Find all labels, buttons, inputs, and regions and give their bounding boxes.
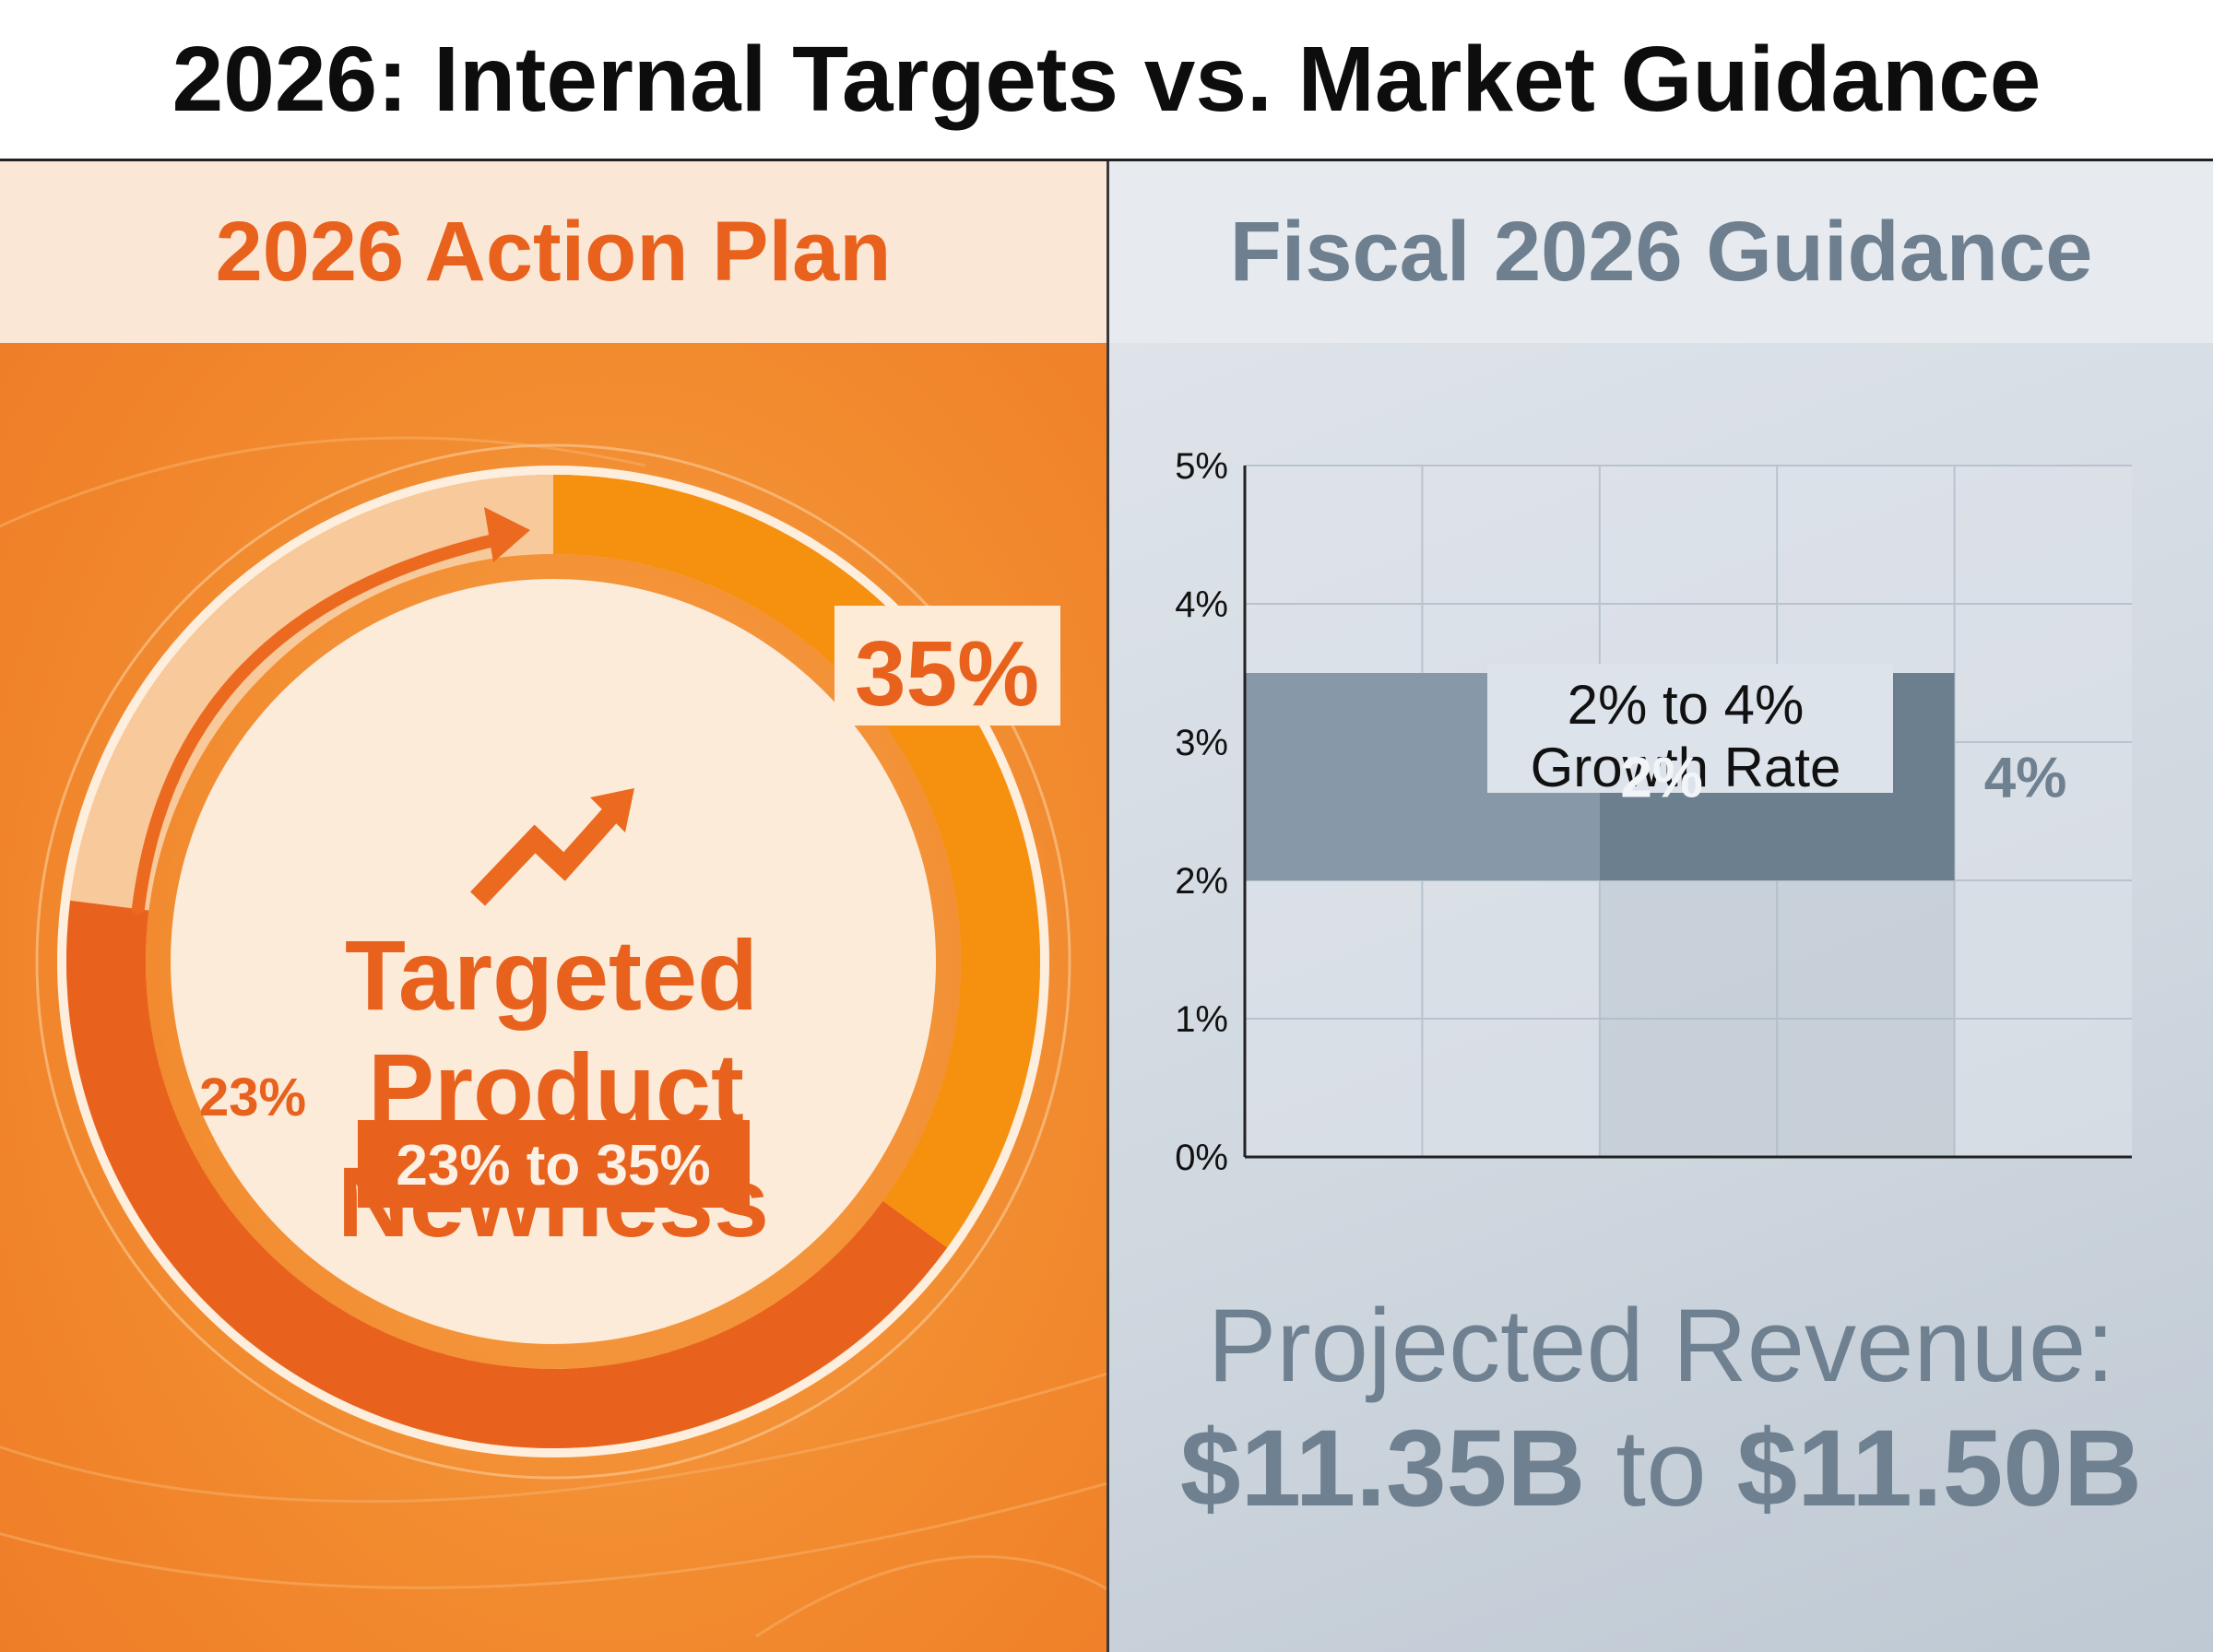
action-plan-heading: 2026 Action Plan: [215, 205, 892, 299]
trend-up-icon: [470, 788, 634, 906]
callout-35-box: [834, 606, 1060, 726]
y-tick-label: 5%: [1175, 446, 1228, 487]
y-tick-label: 0%: [1175, 1138, 1228, 1178]
curved-arrow-icon: [132, 533, 504, 914]
action-plan-header: 2026 Action Plan: [0, 161, 1106, 343]
revenue-high: $11.50B: [1736, 1408, 2143, 1529]
y-tick-labels: 0% 1% 2% 3% 4% 5%: [1175, 446, 1228, 1178]
growth-rate-chart: 0% 1% 2% 3% 4% 5% 2% to 4% Growth Rate 2% 4%: [1175, 446, 2132, 1178]
center-label-line-1: Targeted: [345, 919, 758, 1031]
y-tick-label: 1%: [1175, 999, 1228, 1040]
range-badge-box: [358, 1120, 750, 1208]
title-bar: 2026: Internal Targets vs. Market Guidan…: [0, 0, 2213, 161]
y-tick-label: 2%: [1175, 861, 1228, 902]
annotation-line-2: Growth Rate: [1531, 737, 1841, 798]
donut-faint-ring: [35, 443, 1071, 1480]
band-high-label: 4%: [1984, 747, 2067, 810]
revenue-low: $11.35B: [1179, 1408, 1586, 1529]
growth-band-shadow: [1599, 880, 1955, 1157]
guidance-header: Fiscal 2026 Guidance: [1109, 161, 2213, 343]
donut-outer-ring: [57, 466, 1049, 1457]
y-tick-label: 4%: [1175, 584, 1228, 625]
band-low-label: 2%: [1620, 747, 1703, 810]
callout-35-label: 35%: [855, 622, 1039, 726]
panel-divider: [1106, 161, 1109, 1652]
revenue-range: $11.35B to $11.50B: [1109, 1406, 2213, 1531]
annotation-backdrop: [1487, 664, 1893, 793]
revenue-to: to: [1615, 1408, 1707, 1529]
background-swirls: [0, 436, 1106, 1638]
annotation-line-1: 2% to 4%: [1568, 674, 1805, 736]
y-tick-label: 3%: [1175, 723, 1228, 763]
guidance-heading: Fiscal 2026 Guidance: [1229, 205, 2093, 299]
action-plan-panel: 2026 Action Plan: [0, 161, 1106, 1652]
callout-leader-line: [740, 676, 800, 785]
revenue-label: Projected Revenue:: [1207, 1288, 2115, 1403]
start-label-23: 23%: [199, 1068, 306, 1127]
guidance-panel: Fiscal 2026 Guidance 0% 1% 2% 3% 4% 5% 2% to …: [1109, 161, 2213, 1652]
curved-arrow-head: [484, 507, 530, 562]
newness-donut-chart: 35% Targeted Product Newness 23% 23% to …: [0, 436, 1106, 1638]
page-title: 2026: Internal Targets vs. Market Guidan…: [172, 27, 2041, 131]
range-badge-label: 23% to 35%: [396, 1134, 710, 1198]
donut-segment-23: [66, 900, 948, 1449]
